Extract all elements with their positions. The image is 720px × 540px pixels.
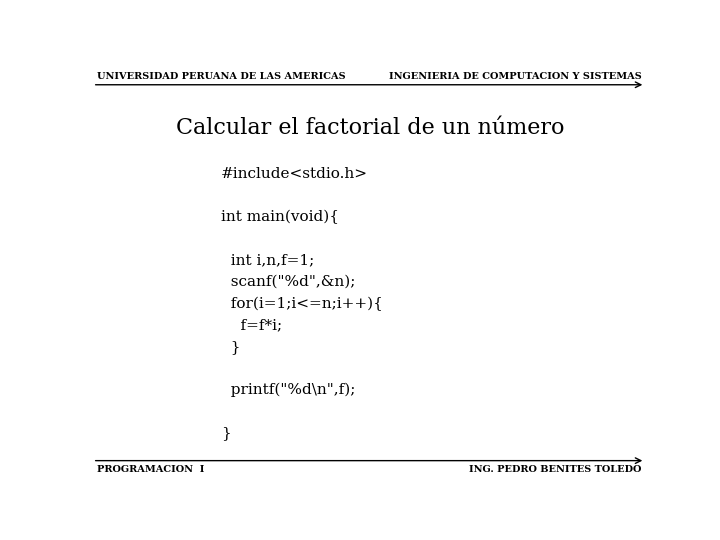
Text: printf("%d\n",f);: printf("%d\n",f);: [221, 383, 356, 397]
Text: scanf("%d",&n);: scanf("%d",&n);: [221, 275, 356, 289]
Text: }: }: [221, 426, 231, 440]
Text: Calcular el factorial de un número: Calcular el factorial de un número: [176, 117, 565, 139]
Text: ING. PEDRO BENITES TOLEDO: ING. PEDRO BENITES TOLEDO: [469, 465, 642, 474]
Text: #include<stdio.h>: #include<stdio.h>: [221, 167, 368, 181]
Text: f=f*i;: f=f*i;: [221, 318, 282, 332]
Text: for(i=1;i<=n;i++){: for(i=1;i<=n;i++){: [221, 296, 383, 310]
Text: }: }: [221, 340, 240, 354]
Text: UNIVERSIDAD PERUANA DE LAS AMERICAS: UNIVERSIDAD PERUANA DE LAS AMERICAS: [96, 72, 346, 80]
Text: PROGRAMACION  I: PROGRAMACION I: [96, 465, 204, 474]
Text: INGENIERIA DE COMPUTACION Y SISTEMAS: INGENIERIA DE COMPUTACION Y SISTEMAS: [389, 72, 642, 80]
Text: int i,n,f=1;: int i,n,f=1;: [221, 253, 315, 267]
Text: int main(void){: int main(void){: [221, 210, 339, 224]
